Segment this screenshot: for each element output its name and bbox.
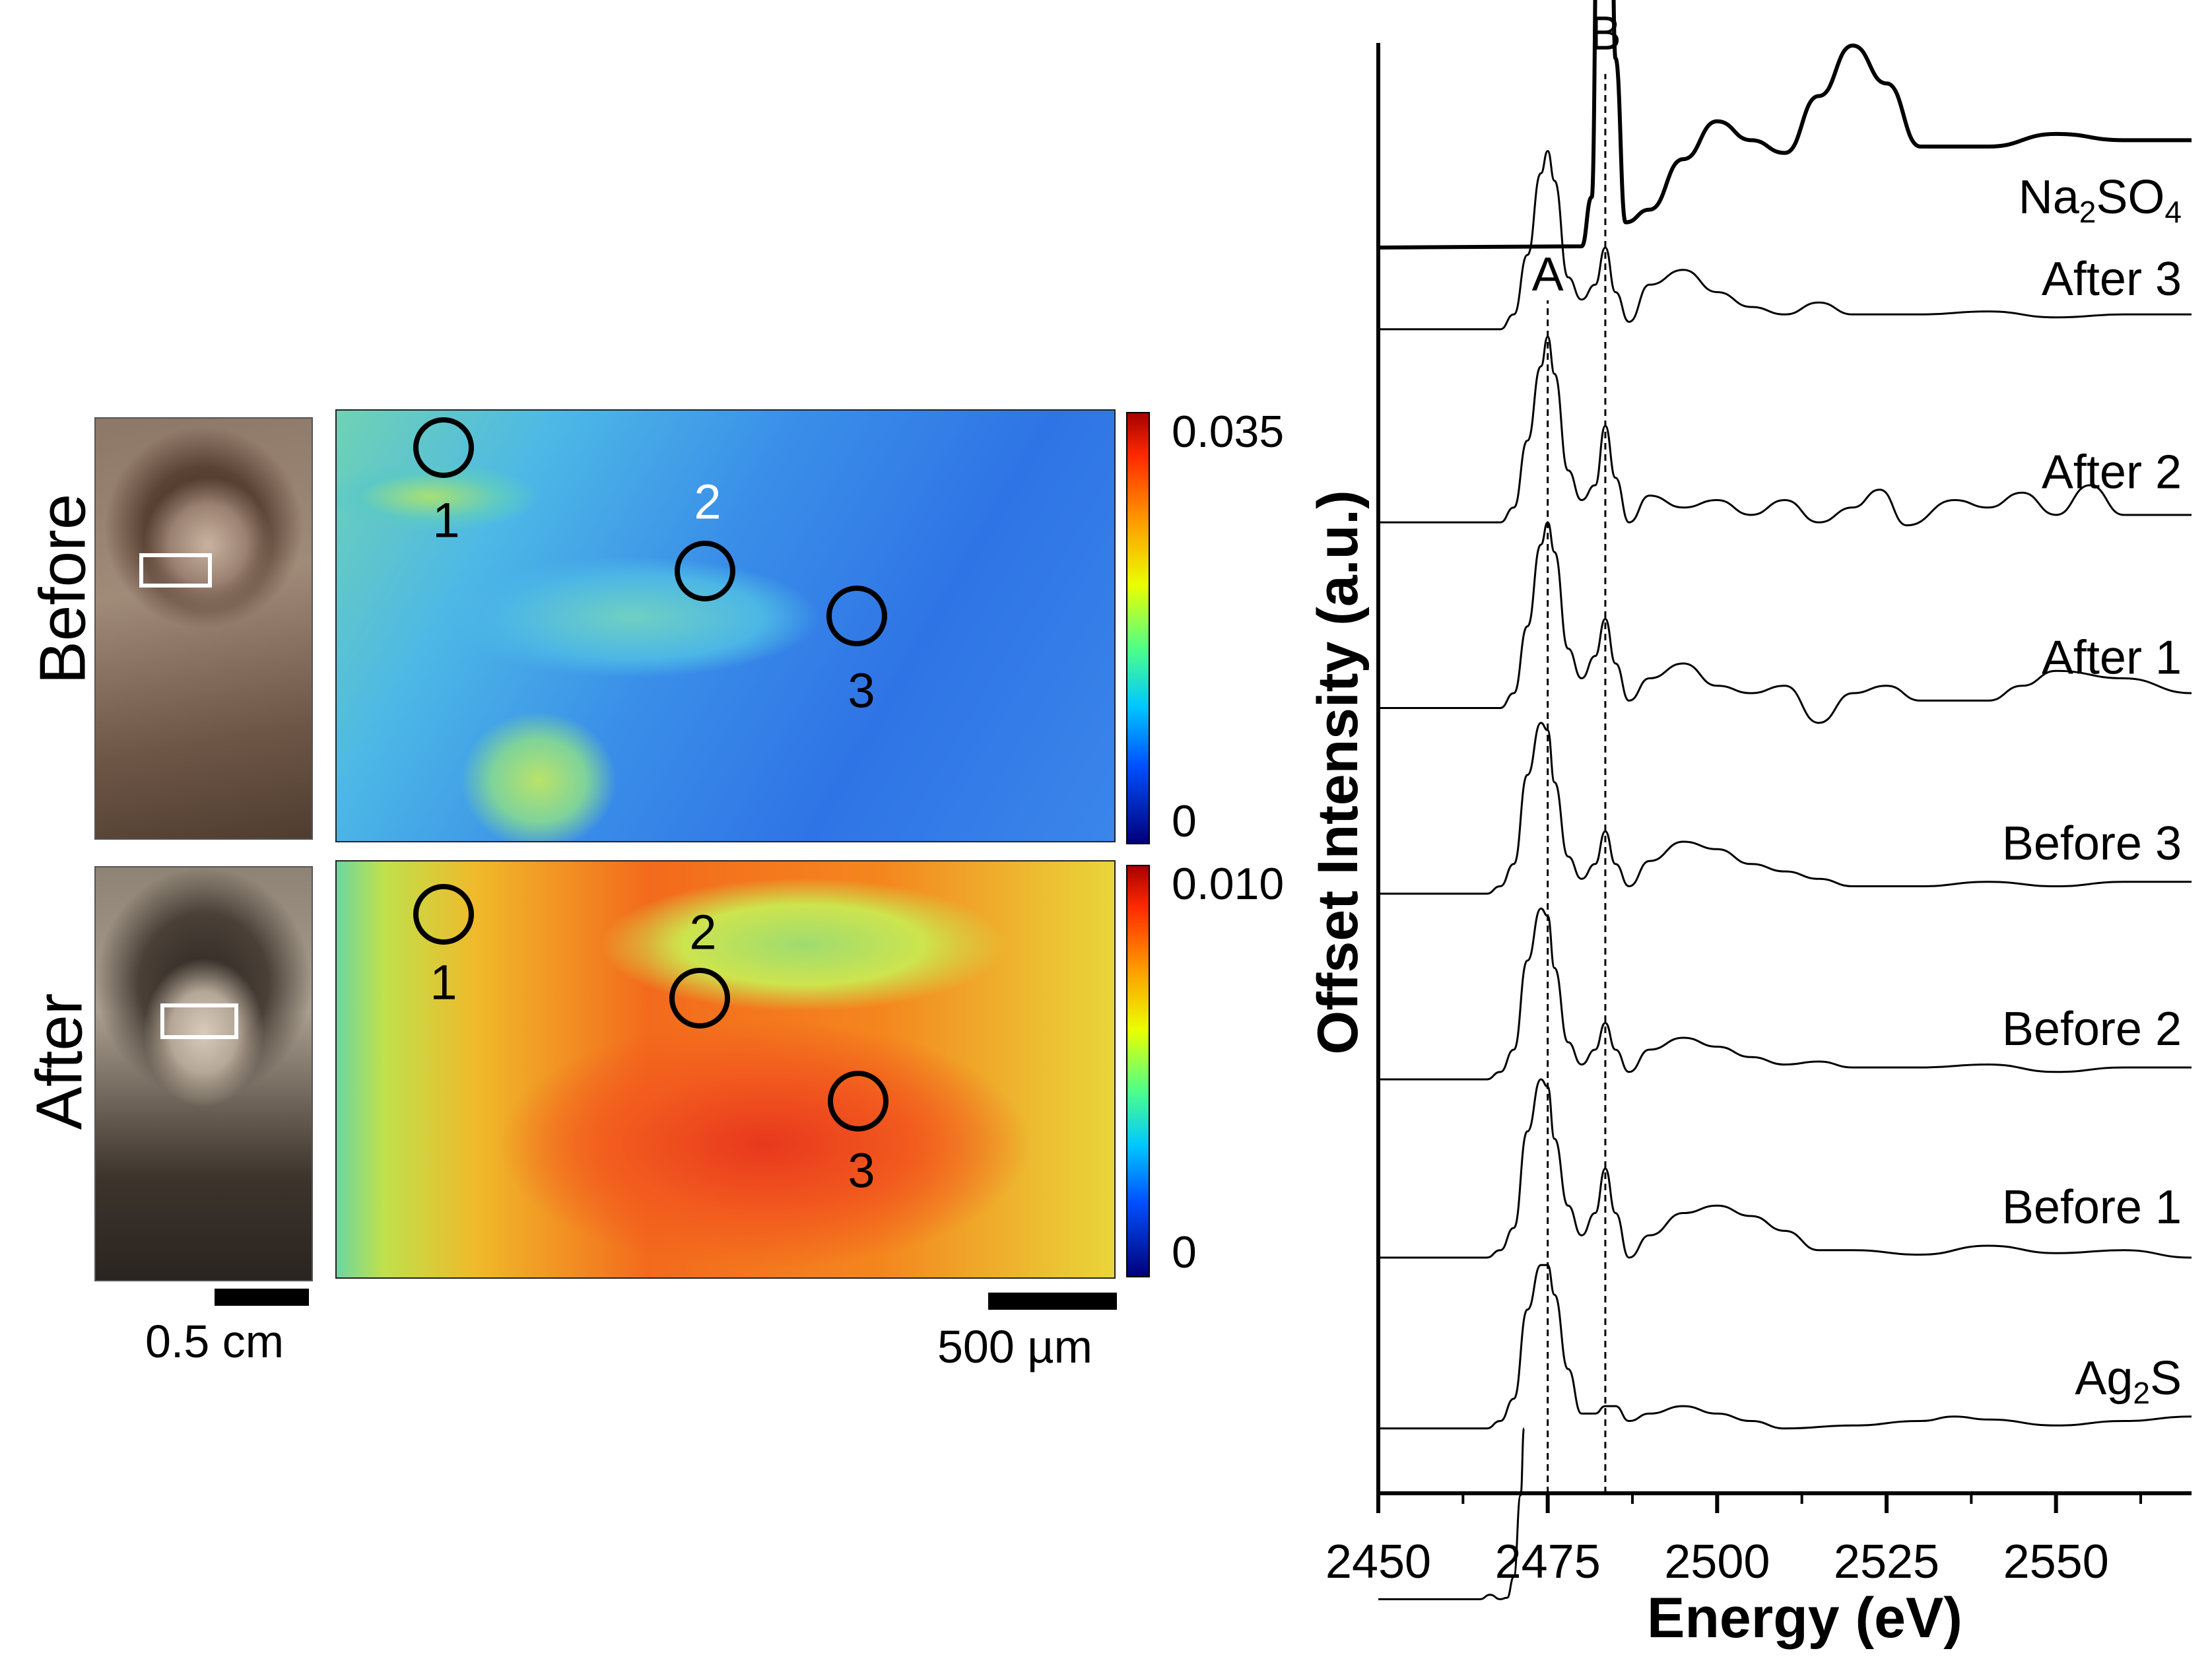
colorbar-after-min: 0 <box>1172 1227 1197 1277</box>
region-of-interest-box <box>160 1003 238 1039</box>
daguerreotype-before-photo <box>94 417 313 840</box>
colorbar-before <box>1126 412 1150 844</box>
marker-circle-2 <box>669 968 730 1029</box>
series-label-before-2: Before 2 <box>2002 1003 2182 1056</box>
map-scale-bar <box>988 1293 1117 1310</box>
x-tick-label: 2500 <box>1664 1536 1770 1588</box>
marker-label-2: 2 <box>694 474 721 529</box>
x-tick-label: 2525 <box>1834 1536 1939 1588</box>
daguerreotype-after-photo <box>94 866 313 1281</box>
marker-label-3: 3 <box>848 663 875 718</box>
marker-label-2: 2 <box>689 904 717 960</box>
photo-scale-bar <box>215 1289 309 1306</box>
photo-scale-label: 0.5 cm <box>145 1316 285 1367</box>
series-line-ag2s <box>1378 1264 2192 1430</box>
colorbar-before-min: 0 <box>1172 796 1197 846</box>
x-axis-label: Energy (eV) <box>1647 1586 1962 1650</box>
marker-circle-1 <box>413 417 474 478</box>
series-line-base-edge <box>1378 1427 1525 1601</box>
series-line-after-2 <box>1378 335 2192 527</box>
series-line-after-1 <box>1378 521 2192 724</box>
series-line-before-2 <box>1378 907 2192 1081</box>
marker-circle-1 <box>413 884 474 945</box>
xrf-map-before <box>335 409 1116 842</box>
y-axis-label: Offset Intensity (a.u.) <box>1306 490 1370 1054</box>
marker-label-3: 3 <box>848 1143 875 1198</box>
colorbar-after-max: 0.010 <box>1172 859 1285 909</box>
marker-label-1: 1 <box>430 955 457 1010</box>
series-line-before-1 <box>1378 1078 2192 1259</box>
marker-circle-2 <box>675 541 735 601</box>
colorbar-before-max: 0.035 <box>1172 407 1285 457</box>
x-tick-label: 2450 <box>1325 1536 1431 1588</box>
map-scale-label: 500 µm <box>937 1321 1092 1372</box>
series-label-after-3: After 3 <box>2042 253 2182 306</box>
marker-circle-3 <box>826 586 887 646</box>
x-tick-label: 2550 <box>2003 1536 2109 1588</box>
series-label-ag2s: Ag2S <box>2075 1352 2182 1410</box>
series-label-na2so4: Na2SO4 <box>2019 171 2182 229</box>
series-label-before-1: Before 1 <box>2002 1181 2182 1234</box>
region-of-interest-box <box>139 553 212 588</box>
series-line-na2so4 <box>1378 0 2192 250</box>
series-label-after-1: After 1 <box>2042 632 2182 685</box>
series-line-before-3 <box>1378 722 2192 895</box>
x-tick-label: 2475 <box>1495 1536 1601 1588</box>
marker-label-1: 1 <box>432 492 460 548</box>
marker-circle-3 <box>828 1071 888 1132</box>
reference-label-A: A <box>1532 248 1564 301</box>
series-line-after-3 <box>1378 150 2192 331</box>
series-label-before-3: Before 3 <box>2002 817 2182 870</box>
series-label-after-2: After 2 <box>2042 446 2182 498</box>
colorbar-after <box>1126 865 1150 1277</box>
